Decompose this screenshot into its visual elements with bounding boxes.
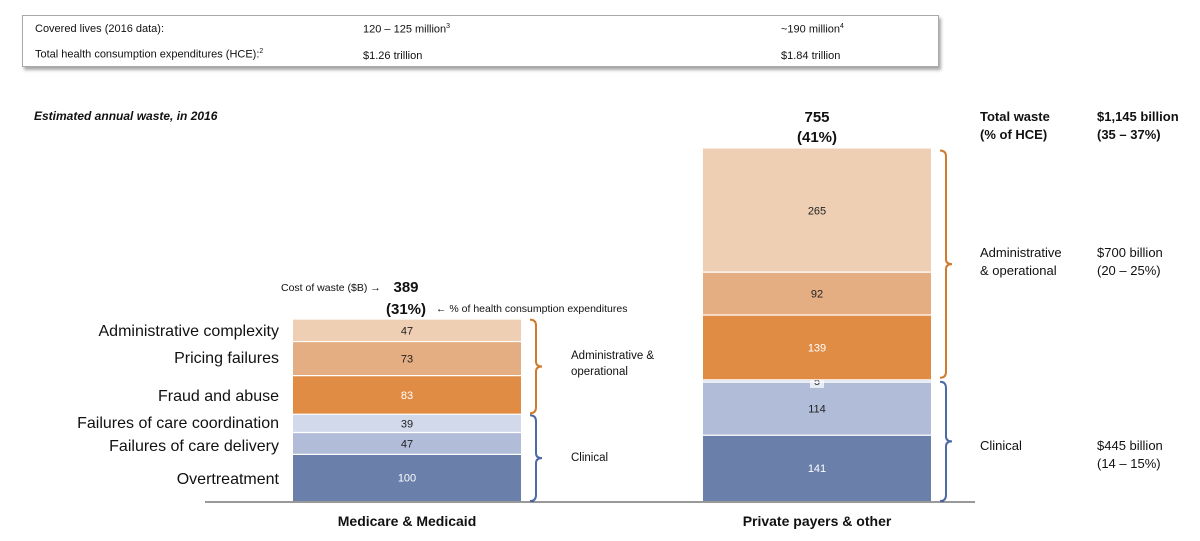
admin-value: $700 billion bbox=[1097, 245, 1163, 260]
hce-label-text: Total health consumption expenditures (H… bbox=[35, 48, 260, 61]
data-label-pricing-failures: 92 bbox=[811, 289, 823, 301]
data-label-failures-of-care-delivery: 47 bbox=[401, 438, 413, 450]
data-label-failures-of-care-coordination: 39 bbox=[401, 418, 413, 430]
clinical-brace-medicare bbox=[529, 414, 543, 502]
segment-label-administrative-complexity: Administrative complexity bbox=[98, 323, 280, 340]
footnote-2: 2 bbox=[259, 48, 264, 55]
mm-admin-group-label-1: Administrative & bbox=[571, 350, 655, 362]
admin-pct: (20 – 25%) bbox=[1097, 263, 1161, 278]
bar-segment-administrative-complexity bbox=[293, 319, 521, 342]
total-pct-medicare: (31%) bbox=[386, 301, 426, 318]
pct-hce-label: ← % of health consumption expenditures bbox=[436, 303, 628, 315]
data-label-pricing-failures: 73 bbox=[401, 354, 413, 366]
data-label-overtreatment: 141 bbox=[808, 463, 826, 475]
hce-medicare: $1.26 trillion bbox=[363, 50, 423, 62]
chart-subtitle: Estimated annual waste, in 2016 bbox=[34, 109, 218, 123]
bar-segment-pricing-failures bbox=[703, 272, 931, 315]
info-box: Covered lives (2016 data): 120 – 125 mil… bbox=[22, 15, 939, 67]
bar-segment-overtreatment bbox=[293, 454, 521, 501]
total-value-private: 755 bbox=[804, 109, 829, 126]
admin-brace-medicare bbox=[529, 318, 543, 415]
clinical-value: $445 billion bbox=[1097, 438, 1163, 453]
bar-segment-failures-of-care-delivery bbox=[293, 432, 521, 455]
total-waste-sublabel: (% of HCE) bbox=[980, 127, 1048, 142]
data-label-failures-of-care-delivery: 114 bbox=[808, 404, 826, 416]
mm-clinical-group-label: Clinical bbox=[571, 452, 609, 464]
total-waste-label: Total waste bbox=[980, 109, 1050, 124]
footnote-4: 4 bbox=[840, 23, 844, 30]
data-label-administrative-complexity: 265 bbox=[808, 205, 826, 217]
admin-label-1: Administrative bbox=[980, 245, 1062, 260]
data-label-fraud-and-abuse: 139 bbox=[808, 342, 826, 354]
data-label-fraud-and-abuse: 83 bbox=[401, 390, 413, 402]
bar-segment-fraud-and-abuse bbox=[703, 314, 931, 380]
data-label-administrative-complexity: 47 bbox=[401, 326, 413, 338]
admin-brace-private bbox=[939, 149, 953, 379]
bar-segment-pricing-failures bbox=[293, 341, 521, 376]
bar-segment-administrative-complexity bbox=[703, 148, 931, 273]
mm-admin-group-label-2: operational bbox=[571, 366, 628, 378]
segment-label-fraud-and-abuse: Fraud and abuse bbox=[158, 388, 279, 405]
total-value-medicare: 389 bbox=[393, 279, 418, 296]
category-label-private-payers-other: Private payers & other bbox=[743, 513, 892, 529]
covered-lives-private: ~190 million4 bbox=[781, 23, 844, 36]
covered-lives-label: Covered lives (2016 data): bbox=[35, 23, 165, 35]
bar-segment-fraud-and-abuse bbox=[293, 375, 521, 415]
footnote-3: 3 bbox=[446, 23, 451, 30]
total-waste-value: $1,145 billion bbox=[1097, 109, 1179, 124]
data-label-overtreatment: 100 bbox=[398, 473, 416, 485]
admin-label-2: & operational bbox=[980, 263, 1057, 278]
hce-private: $1.84 trillion bbox=[781, 50, 841, 62]
bar-segment-failures-of-care-coordination bbox=[293, 414, 521, 433]
total-waste-pct: (35 – 37%) bbox=[1097, 127, 1161, 142]
segment-label-failures-of-care-coordination: Failures of care coordination bbox=[77, 415, 279, 432]
covered-lives-medicare: 120 – 125 million3 bbox=[363, 23, 450, 36]
clinical-brace-private bbox=[939, 380, 953, 502]
clinical-pct: (14 – 15%) bbox=[1097, 456, 1161, 471]
covered-lives-private-value: ~190 million bbox=[781, 23, 841, 36]
segment-label-pricing-failures: Pricing failures bbox=[174, 350, 279, 367]
total-pct-private: (41%) bbox=[797, 129, 837, 146]
bar-segment-overtreatment bbox=[703, 435, 931, 501]
segment-label-overtreatment: Overtreatment bbox=[176, 471, 279, 488]
bar-segment-failures-of-care-delivery bbox=[703, 382, 931, 436]
hce-label: Total health consumption expenditures (H… bbox=[35, 48, 263, 61]
category-label-medicare-medicaid: Medicare & Medicaid bbox=[338, 513, 477, 529]
cost-of-waste-label: Cost of waste ($B) → bbox=[281, 282, 381, 294]
segment-label-failures-of-care-delivery: Failures of care delivery bbox=[109, 438, 279, 455]
clinical-label: Clinical bbox=[980, 438, 1022, 453]
covered-lives-medicare-value: 120 – 125 million bbox=[363, 23, 447, 36]
